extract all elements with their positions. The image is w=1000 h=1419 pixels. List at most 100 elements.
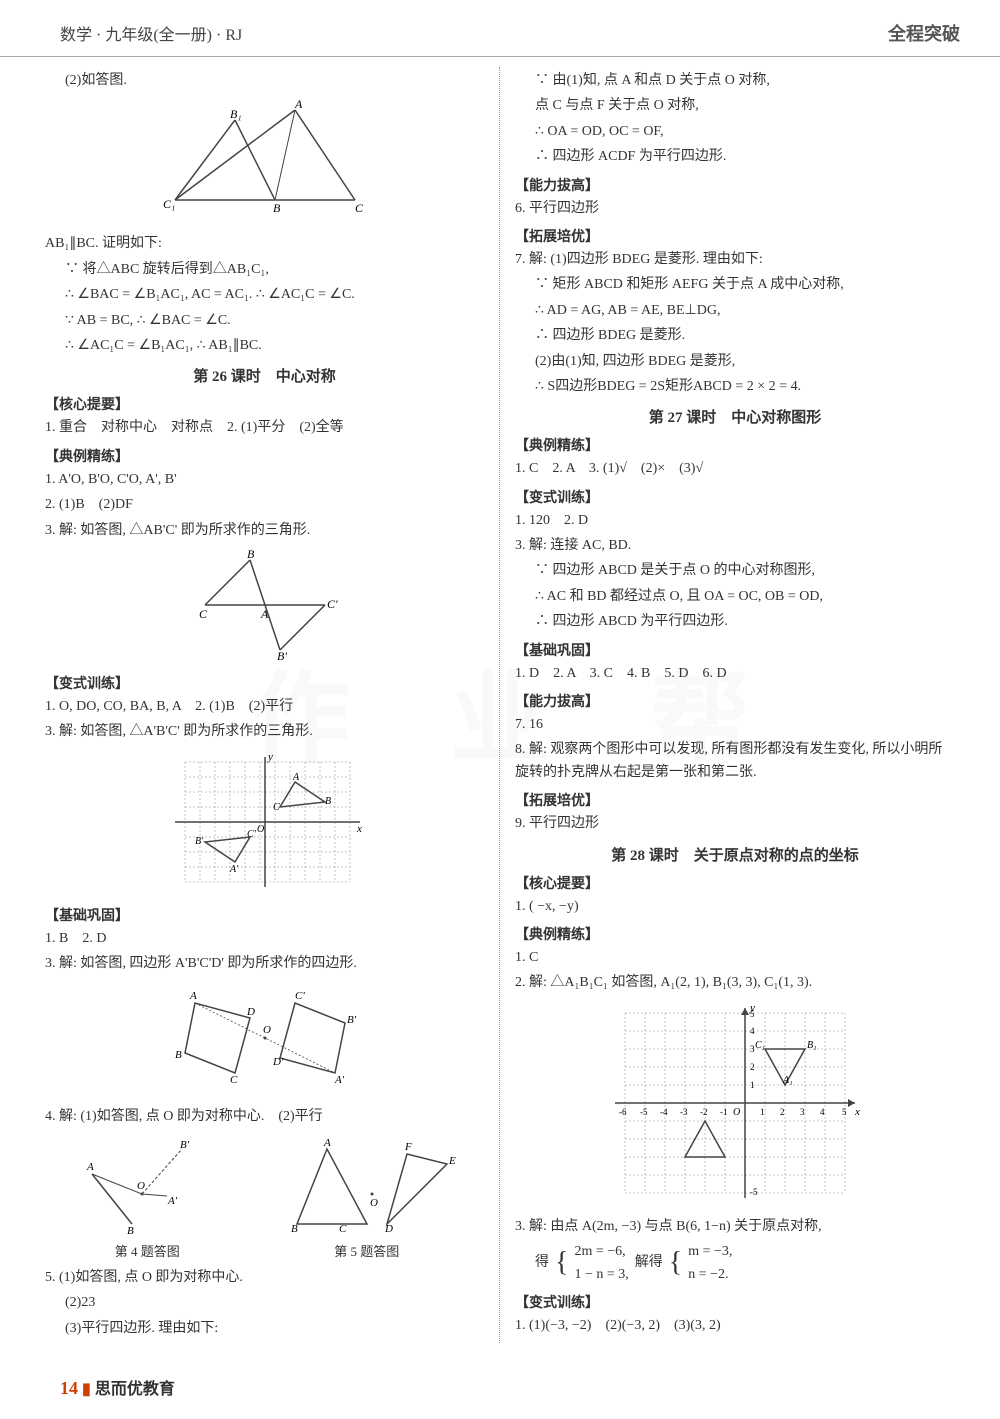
text-line: ∴ 四边形 BDEG 是菱形.	[515, 325, 955, 347]
svg-text:A': A'	[167, 1195, 178, 1207]
text-line: ∴ ∠AC₁C = ∠B₁AC₁, ∴ AB₁∥BC.	[45, 335, 484, 357]
svg-text:D': D'	[272, 1056, 284, 1068]
svg-text:-6: -6	[619, 1107, 627, 1117]
section-nengli: 【能力拔高】	[515, 175, 955, 195]
svg-text:-5: -5	[750, 1187, 758, 1197]
svg-text:2: 2	[780, 1107, 785, 1117]
content-area: (2)如答图. A B₁ C₁ B C AB₁∥BC. 证明如下: ∵ 将△AB…	[0, 57, 1000, 1353]
text-line: 7. 16	[515, 714, 955, 736]
text-line: 1. B 2. D	[45, 928, 484, 950]
lesson-title-27: 第 27 课时 中心对称图形	[515, 406, 955, 427]
svg-text:5: 5	[842, 1107, 847, 1117]
footer-brand: 思而优教育	[95, 1381, 175, 1398]
text-line: 2. (1)B (2)DF	[45, 494, 484, 516]
svg-text:1: 1	[760, 1107, 765, 1117]
svg-text:C': C'	[247, 829, 257, 840]
text-line: ∴ ∠BAC = ∠B₁AC₁, AC = AC₁. ∴ ∠AC₁C = ∠C.	[45, 284, 484, 306]
section-tuozhan: 【拓展培优】	[515, 226, 955, 246]
text-line: 6. 平行四边形	[515, 198, 955, 220]
svg-text:B₁: B₁	[230, 107, 242, 121]
svg-text:3: 3	[800, 1107, 805, 1117]
footer-brand-icon: ▮	[82, 1381, 91, 1398]
figure-triangle-rotation: A B₁ C₁ B C	[45, 100, 484, 225]
svg-text:C': C'	[327, 597, 338, 611]
svg-text:A₁: A₁	[782, 1075, 793, 1086]
section-bianshi2: 【变式训练】	[515, 1292, 955, 1312]
section-bianshi: 【变式训练】	[45, 673, 484, 693]
text-line: 1. A'O, B'O, C'O, A', B'	[45, 469, 484, 491]
svg-text:-5: -5	[640, 1107, 648, 1117]
eq-line: m = −3,	[688, 1244, 732, 1259]
svg-text:A: A	[323, 1137, 331, 1149]
svg-text:y: y	[267, 752, 273, 763]
svg-text:B': B'	[277, 649, 287, 660]
svg-text:B: B	[127, 1225, 134, 1234]
text-line: 3. 解: 如答图, △A'B'C' 即为所求作的三角形.	[45, 721, 484, 743]
svg-text:B₁: B₁	[807, 1040, 817, 1051]
section-tuozhan2: 【拓展培优】	[515, 790, 955, 810]
svg-text:B': B'	[195, 836, 204, 847]
svg-text:O: O	[370, 1197, 378, 1209]
text-line: 1. 重合 对称中心 对称点 2. (1)平分 (2)全等	[45, 417, 484, 439]
svg-text:D: D	[384, 1223, 393, 1234]
text-line: ∵ 四边形 ABCD 是关于点 O 的中心对称图形,	[515, 560, 955, 582]
svg-text:B: B	[175, 1049, 182, 1061]
svg-text:A': A'	[334, 1074, 345, 1086]
svg-text:C: C	[355, 201, 364, 215]
figure-caption: 第 5 题答图	[277, 1241, 457, 1260]
text-line: 1. D 2. A 3. C 4. B 5. D 6. D	[515, 663, 955, 685]
svg-text:C: C	[273, 802, 280, 813]
svg-text:C₁: C₁	[163, 197, 175, 211]
svg-text:A: A	[294, 100, 303, 111]
svg-text:4: 4	[820, 1107, 825, 1117]
svg-text:B: B	[325, 796, 331, 807]
svg-text:x: x	[854, 1106, 860, 1118]
svg-text:A: A	[260, 607, 269, 621]
text-line: 1. C	[515, 947, 955, 969]
text-line: ∵ 由(1)知, 点 A 和点 D 关于点 O 对称,	[515, 70, 955, 92]
svg-text:O: O	[137, 1180, 145, 1192]
right-column: ∵ 由(1)知, 点 A 和点 D 关于点 O 对称, 点 C 与点 F 关于点…	[500, 67, 970, 1343]
svg-text:E: E	[448, 1155, 456, 1167]
text-line: 3. 解: 连接 AC, BD.	[515, 535, 955, 557]
text-line: 7. 解: (1)四边形 BDEG 是菱形. 理由如下:	[515, 249, 955, 271]
svg-text:C: C	[339, 1223, 347, 1234]
figure-grid-triangle: y x O A B C A' B' C'	[45, 752, 484, 897]
svg-text:F: F	[404, 1141, 412, 1153]
text-line: 8. 解: 观察两个图形中可以发现, 所有图形都没有发生变化, 所以小明所旋转的…	[515, 739, 955, 784]
svg-text:B: B	[247, 550, 255, 561]
svg-text:4: 4	[750, 1026, 755, 1036]
left-column: (2)如答图. A B₁ C₁ B C AB₁∥BC. 证明如下: ∵ 将△AB…	[30, 67, 500, 1343]
text-line: ∵ AB = BC, ∴ ∠BAC = ∠C.	[45, 310, 484, 332]
text-line: (2)由(1)知, 四边形 BDEG 是菱形,	[515, 351, 955, 373]
page-number: 14	[60, 1378, 78, 1398]
text-line: 1. O, DO, CO, BA, B, A 2. (1)B (2)平行	[45, 696, 484, 718]
figure-caption: 第 4 题答图	[72, 1241, 222, 1260]
text-line: 3. 解: 如答图, △AB'C' 即为所求作的三角形.	[45, 520, 484, 542]
text-line: ∴ 四边形 ACDF 为平行四边形.	[515, 146, 955, 168]
svg-text:D: D	[246, 1006, 255, 1018]
lesson-title-26: 第 26 课时 中心对称	[45, 365, 484, 386]
svg-text:-1: -1	[720, 1107, 728, 1117]
text-line: (2)23	[45, 1292, 484, 1314]
svg-text:1: 1	[750, 1080, 755, 1090]
section-jichu: 【基础巩固】	[45, 905, 484, 925]
svg-text:-3: -3	[680, 1107, 688, 1117]
equation-system: 得 { 2m = −6, 1 − n = 3, 解得 { m = −3, n =…	[515, 1241, 955, 1286]
text-line: ∴ AC 和 BD 都经过点 O, 且 OA = OC, OB = OD,	[515, 586, 955, 608]
svg-text:-4: -4	[660, 1107, 668, 1117]
section-bianshi: 【变式训练】	[515, 487, 955, 507]
text-line: (2)如答图.	[45, 70, 484, 92]
text: 得	[535, 1252, 549, 1274]
eq-line: n = −2.	[688, 1267, 728, 1282]
text-line: ∴ AD = AG, AB = AE, BE⊥DG,	[515, 300, 955, 322]
header-subject: 数学 · 九年级(全一册) · RJ	[60, 21, 242, 45]
text-line: ∴ OA = OD, OC = OF,	[515, 121, 955, 143]
header-brand: 全程突破	[888, 20, 960, 46]
section-nengli2: 【能力拔高】	[515, 691, 955, 711]
svg-text:B': B'	[180, 1139, 190, 1151]
text-line: 4. 解: (1)如答图, 点 O 即为对称中心. (2)平行	[45, 1106, 484, 1128]
text-line: 3. 解: 如答图, 四边形 A'B'C'D' 即为所求作的四边形.	[45, 953, 484, 975]
svg-text:B: B	[273, 201, 281, 215]
text-line: 5. (1)如答图, 点 O 即为对称中心.	[45, 1267, 484, 1289]
